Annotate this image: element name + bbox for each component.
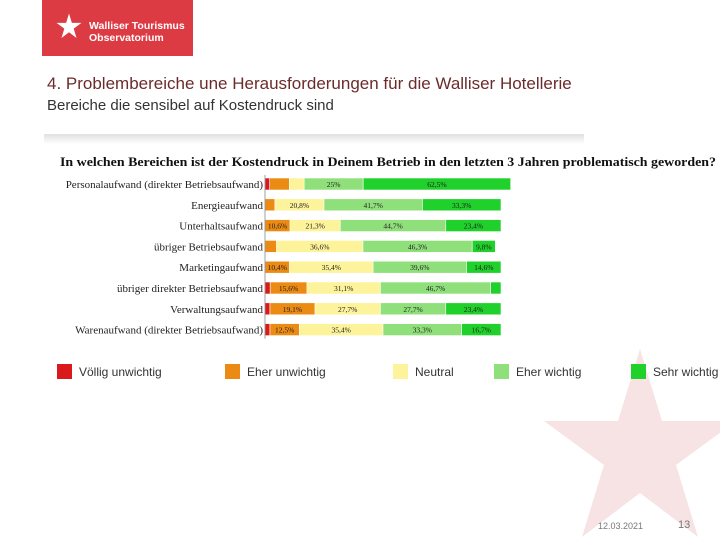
category-label: Unterhaltsaufwand: [179, 221, 263, 233]
data-label: 16,7%: [472, 326, 491, 335]
logo-line-1: Walliser Tourismus: [89, 20, 185, 32]
logo: Walliser Tourismus Observatorium: [42, 0, 193, 56]
legend-swatch: [225, 364, 240, 379]
data-label: 35,4%: [322, 263, 341, 272]
data-label: 23,4%: [464, 222, 483, 231]
slide-subtitle: Bereiche die sensibel auf Kostendruck si…: [47, 97, 334, 114]
logo-line-2: Observatorium: [89, 32, 164, 44]
category-label: Energieaufwand: [191, 200, 263, 212]
star-icon: [56, 13, 82, 38]
data-label: 46,7%: [426, 284, 445, 293]
legend-label: Eher unwichtig: [247, 365, 326, 379]
bar-segment: [264, 198, 276, 212]
bar-segment: [264, 302, 271, 316]
stacked-bar-chart: In welchen Bereichen ist der Kostendruck…: [60, 155, 716, 339]
legend-label: Eher wichtig: [516, 365, 582, 379]
category-label: Warenaufwand (direkter Betriebsaufwand): [75, 325, 263, 337]
bar-segment: [471, 240, 496, 253]
logo-text: Walliser Tourismus Observatorium: [89, 20, 185, 44]
data-label: 14,6%: [474, 263, 493, 272]
data-label: 20,8%: [290, 201, 309, 210]
legend-swatch: [494, 364, 509, 379]
footer-date: 12.03.2021: [598, 521, 644, 531]
data-label: 62,5%: [427, 180, 446, 189]
bar-segment: [264, 240, 277, 253]
legend-swatch: [631, 364, 646, 379]
bar-segment: [264, 323, 271, 336]
bar-segment: [466, 260, 502, 274]
data-label: 10,4%: [268, 263, 287, 272]
category-label: übriger Betriebsaufwand: [154, 241, 264, 253]
bar-segment: [269, 177, 290, 191]
data-label: 31,1%: [334, 284, 353, 293]
bar-segment: [445, 302, 502, 316]
bar-segment: [461, 323, 502, 336]
data-label: 33,3%: [452, 201, 471, 210]
category-label: Verwaltungsaufwand: [170, 304, 263, 316]
bar-segment: [264, 281, 271, 295]
data-label: 39,6%: [410, 263, 429, 272]
data-label: 44,7%: [383, 222, 402, 231]
data-label: 12,5%: [275, 326, 294, 335]
slide-title: 4. Problembereiche une Herausforderungen…: [47, 74, 572, 93]
data-label: 27,7%: [338, 305, 357, 314]
divider: [44, 134, 584, 144]
data-label: 10,6%: [268, 222, 287, 231]
data-label: 9,8%: [476, 242, 492, 251]
legend-label: Völlig unwichtig: [79, 365, 162, 379]
bar-segment: [445, 219, 502, 232]
legend-label: Neutral: [415, 365, 454, 379]
bar-segment: [422, 198, 502, 212]
bar-segment: [490, 281, 502, 295]
data-label: 25%: [327, 180, 341, 189]
data-label: 41,7%: [364, 201, 383, 210]
data-label: 33,3%: [413, 326, 432, 335]
data-label: 23,4%: [464, 305, 483, 314]
category-label: übriger direkter Betriebsaufwand: [117, 283, 263, 295]
legend-swatch: [393, 364, 408, 379]
legend-swatch: [57, 364, 72, 379]
bar-segment: [264, 177, 271, 191]
category-label: Personalaufwand (direkter Betriebsaufwan…: [66, 179, 264, 191]
background-star-icon: [544, 349, 720, 537]
data-label: 46,3%: [408, 242, 427, 251]
data-label: 36,6%: [310, 242, 329, 251]
legend-label: Sehr wichtig: [653, 365, 719, 379]
category-label: Marketingaufwand: [179, 262, 263, 274]
data-label: 27,7%: [403, 305, 422, 314]
data-label: 21,3%: [305, 222, 324, 231]
data-label: 35,4%: [332, 326, 351, 335]
bar-segment: [289, 177, 305, 191]
data-label: 15,6%: [279, 284, 298, 293]
chart-title: In welchen Bereichen ist der Kostendruck…: [60, 155, 716, 169]
bar-segment: [362, 177, 511, 191]
data-label: 19,1%: [283, 305, 302, 314]
page-number: 13: [678, 519, 691, 531]
